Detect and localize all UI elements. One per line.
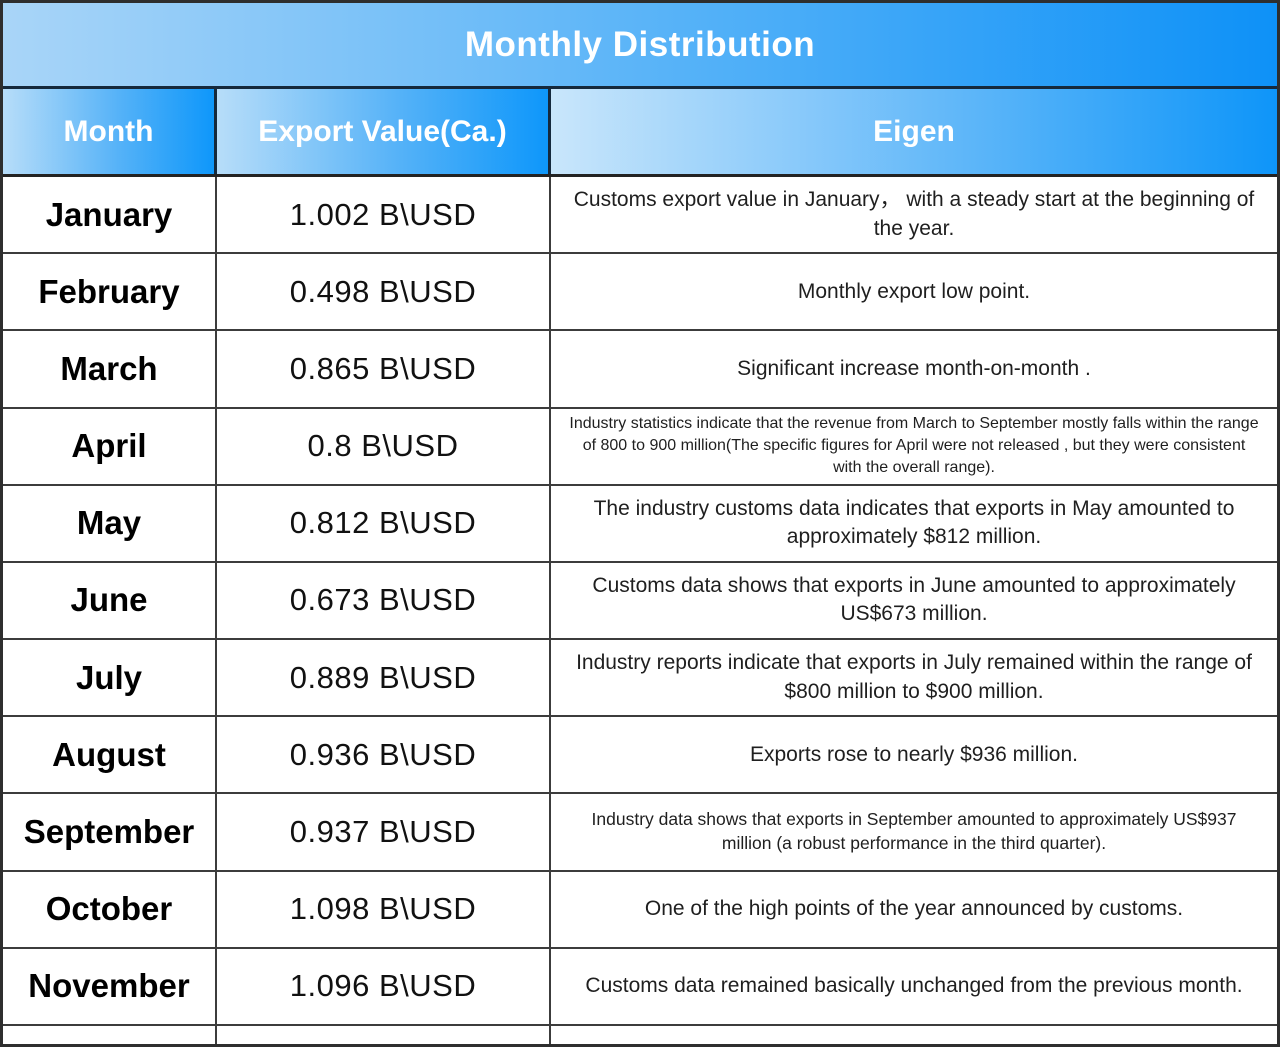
export-value-cell: 0.974 B\USD <box>217 1025 551 1044</box>
column-header-export-value: Export Value(Ca.) <box>217 89 551 174</box>
export-value-cell: 0.937 B\USD <box>217 794 551 872</box>
column-header-row: Month Export Value(Ca.) Eigen <box>3 89 1277 177</box>
month-cell: June <box>3 562 217 641</box>
column-header-month: Month <box>3 89 217 174</box>
month-cell: December <box>3 1025 217 1044</box>
export-value-cell: 0.498 B\USD <box>217 254 551 332</box>
eigen-cell: Industry statistics indicate that the re… <box>551 408 1277 486</box>
eigen-cell: Customs data shows that exports in June … <box>551 562 1277 641</box>
month-cell: April <box>3 408 217 486</box>
eigen-cell: Exports rose to nearly $936 million. <box>551 717 1277 795</box>
month-cell: October <box>3 871 217 949</box>
eigen-cell: Industry data shows that exports in Sept… <box>551 794 1277 872</box>
eigen-cell: Industry reports indicate that exports i… <box>551 640 1277 718</box>
eigen-cell: One of the high points of the year annou… <box>551 871 1277 949</box>
export-value-cell: 1.096 B\USD <box>217 948 551 1026</box>
month-cell: August <box>3 717 217 795</box>
eigen-cell: Significant increase month-on-month . <box>551 331 1277 409</box>
export-value-cell: 0.673 B\USD <box>217 562 551 641</box>
export-value-cell: 0.889 B\USD <box>217 640 551 718</box>
eigen-cell: Exports fell back to approximately US$97… <box>551 1025 1277 1044</box>
month-cell: March <box>3 331 217 409</box>
eigen-cell: Customs data remained basically unchange… <box>551 948 1277 1026</box>
export-value-cell: 0.865 B\USD <box>217 331 551 409</box>
export-value-cell: 1.098 B\USD <box>217 871 551 949</box>
eigen-cell: Monthly export low point. <box>551 254 1277 332</box>
table-title: Monthly Distribution <box>3 3 1277 89</box>
month-cell: July <box>3 640 217 718</box>
column-header-eigen: Eigen <box>551 89 1277 174</box>
month-cell: January <box>3 177 217 255</box>
table-body: January 1.002 B\USD Customs export value… <box>3 177 1277 1044</box>
export-value-cell: 0.8 B\USD <box>217 408 551 486</box>
month-cell: February <box>3 254 217 332</box>
month-cell: May <box>3 485 217 563</box>
export-value-cell: 1.002 B\USD <box>217 177 551 255</box>
eigen-cell: Customs export value in January， with a … <box>551 177 1277 255</box>
month-cell: November <box>3 948 217 1026</box>
export-value-cell: 0.936 B\USD <box>217 717 551 795</box>
month-cell: September <box>3 794 217 872</box>
eigen-cell: The industry customs data indicates that… <box>551 485 1277 563</box>
export-value-cell: 0.812 B\USD <box>217 485 551 563</box>
